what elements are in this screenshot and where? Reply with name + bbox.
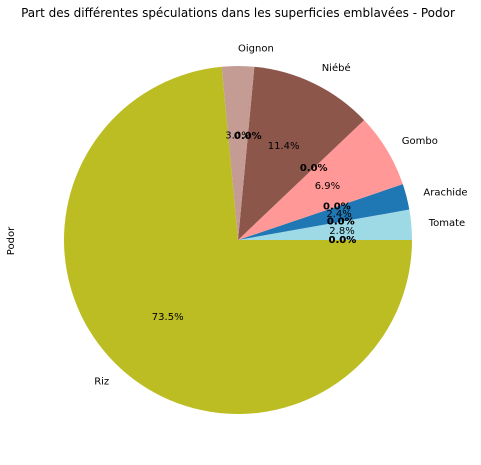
chart-title: Part des différentes spéculations dans l… bbox=[21, 6, 455, 20]
pie-slices bbox=[63, 65, 412, 414]
slice-pct-gombo: 6.9% bbox=[315, 181, 340, 192]
slice-label-oignon: Oignon bbox=[238, 44, 274, 55]
slice-label-niebe: Niébé bbox=[322, 62, 351, 74]
pie-slice-gombo bbox=[238, 120, 403, 240]
pie-slice-arachide bbox=[238, 184, 410, 240]
slice-label-arachide: Arachide bbox=[423, 187, 467, 198]
zero-pct-label: 0.0% bbox=[329, 235, 357, 246]
zero-pct-label: 0.0% bbox=[329, 235, 357, 246]
slice-label-gombo: Gombo bbox=[402, 136, 438, 147]
slice-pct-riz: 73.5% bbox=[152, 312, 184, 323]
zero-pct-label: 0.0% bbox=[327, 217, 355, 228]
slice-label-riz: Riz bbox=[94, 377, 109, 388]
zero-pct-label: 0.0% bbox=[327, 217, 355, 228]
zero-pct-label: 0.0% bbox=[234, 131, 262, 142]
pie-slice-riz bbox=[63, 66, 412, 414]
slice-pct-niebe: 11.4% bbox=[268, 141, 300, 152]
slice-pct-tomate: 2.8% bbox=[329, 226, 354, 237]
pie-slice-niebe bbox=[238, 66, 365, 241]
pie-slice-oignon bbox=[221, 65, 255, 240]
pie-slice-tomate bbox=[238, 209, 412, 240]
y-axis-label: Podor bbox=[6, 226, 17, 255]
zero-pct-label: 0.0% bbox=[300, 163, 328, 174]
zero-pct-label: 0.0% bbox=[323, 202, 351, 213]
slice-pct-oignon: 3.0% bbox=[225, 131, 250, 142]
slice-pct-arachide: 2.4% bbox=[326, 209, 351, 220]
slice-label-tomate: Tomate bbox=[428, 218, 465, 229]
pie-labels: Tomate 2.8% Arachide 2.4% Gombo 6.9% Niébé 11.4… bbox=[94, 44, 467, 388]
